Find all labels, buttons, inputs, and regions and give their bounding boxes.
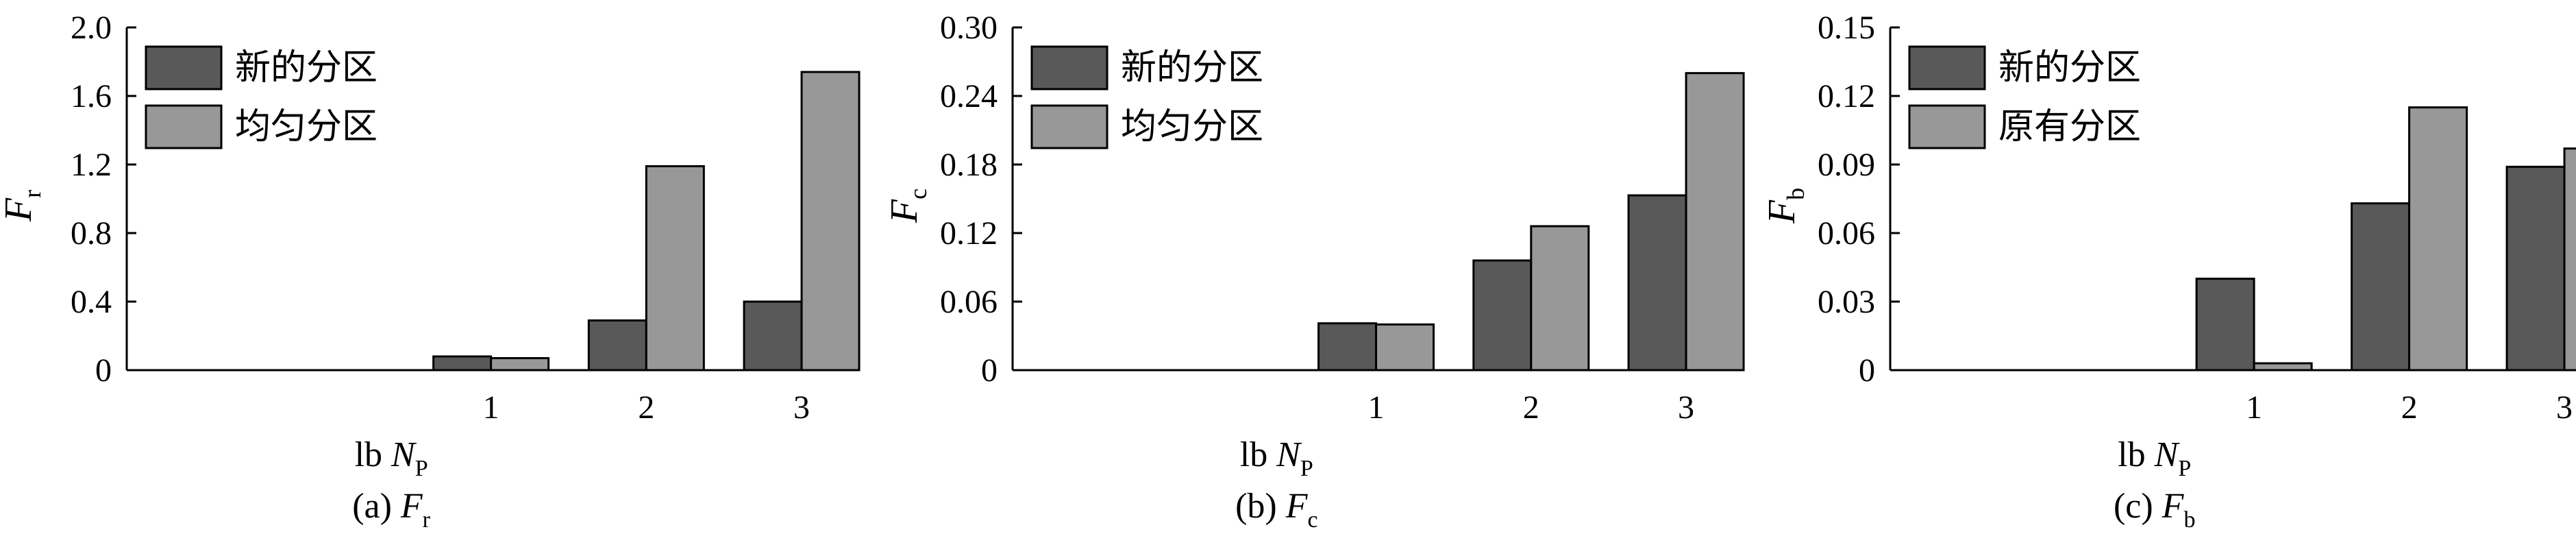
y-tick-label: 1.6 [71,78,112,114]
y-axis-label: Fc [883,189,932,223]
subplot-caption: (b) Fc [1235,487,1318,533]
bar-new-cat2 [2351,202,2411,372]
legend-swatch-1 [145,104,223,149]
bar-new-cat2 [1472,259,1533,372]
x-axis-label: lb NP [2118,435,2191,481]
y-tick-label: 0.4 [71,284,112,320]
y-axis-label: Fr [0,190,46,222]
x-tick-label: 2 [638,389,654,426]
y-tick-label: 0 [981,352,998,389]
legend-label: 新的分区 [1121,49,1263,88]
y-tick-label: 0.18 [940,147,998,183]
y-tick-label: 0 [1859,352,1875,389]
legend-swatch-0 [1908,45,1986,90]
bar-other-cat2 [1530,225,1590,372]
legend-label: 新的分区 [235,49,377,88]
x-tick-label: 2 [2401,389,2418,426]
y-axis-label: Fb [1761,188,1809,224]
bar-other-cat2 [645,165,705,372]
y-tick-label: 0.06 [940,284,998,320]
legend-label: 均匀分区 [1121,108,1263,147]
y-tick-label: 0.03 [1818,284,1875,320]
bar-other-cat1 [2253,362,2313,372]
bar-new-cat1 [432,355,493,372]
bar-new-cat3 [2505,165,2566,372]
legend-swatch-1 [1908,104,1986,149]
bar-other-cat2 [2408,106,2468,372]
bar-new-cat2 [587,319,647,372]
y-tick-label: 0.8 [71,215,112,252]
bar-new-cat1 [2195,278,2255,372]
bar-other-cat3 [1685,72,1745,372]
y-tick-label: 0.15 [1818,10,1875,46]
y-tick-label: 0.24 [940,78,998,114]
x-tick-label: 3 [2556,389,2573,426]
bar-other-cat1 [490,357,550,372]
bar-new-cat1 [1317,322,1378,372]
y-tick-label: 1.2 [71,147,112,183]
legend-label: 新的分区 [1998,49,2141,88]
y-tick-label: 0.12 [1818,78,1875,114]
legend-swatch-0 [1030,45,1109,90]
bar-other-cat1 [1375,323,1435,372]
x-tick-label: 1 [2246,389,2262,426]
bar-other-cat3 [2563,147,2576,372]
y-tick-label: 0.06 [1818,215,1875,252]
x-tick-label: 2 [1523,389,1539,426]
legend-label: 原有分区 [1998,108,2141,147]
x-axis-label: lb NP [355,435,428,481]
y-tick-label: 0 [95,352,112,389]
x-tick-label: 3 [1678,389,1694,426]
y-tick-label: 0.12 [940,215,998,252]
subplot-caption: (a) Fr [352,487,430,533]
y-tick-label: 0.09 [1818,147,1875,183]
bar-other-cat3 [800,71,860,372]
y-tick-label: 0.30 [940,10,998,46]
y-tick-label: 2.0 [71,10,112,46]
legend-swatch-0 [145,45,223,90]
bar-new-cat3 [1627,194,1687,372]
legend-label: 均匀分区 [235,108,377,147]
x-tick-label: 1 [1368,389,1385,426]
subplot-caption: (c) Fb [2114,487,2195,533]
x-axis-label: lb NP [1240,435,1313,481]
x-tick-label: 1 [483,389,499,426]
x-tick-label: 3 [793,389,810,426]
legend-swatch-1 [1030,104,1109,149]
bar-new-cat3 [743,300,803,372]
